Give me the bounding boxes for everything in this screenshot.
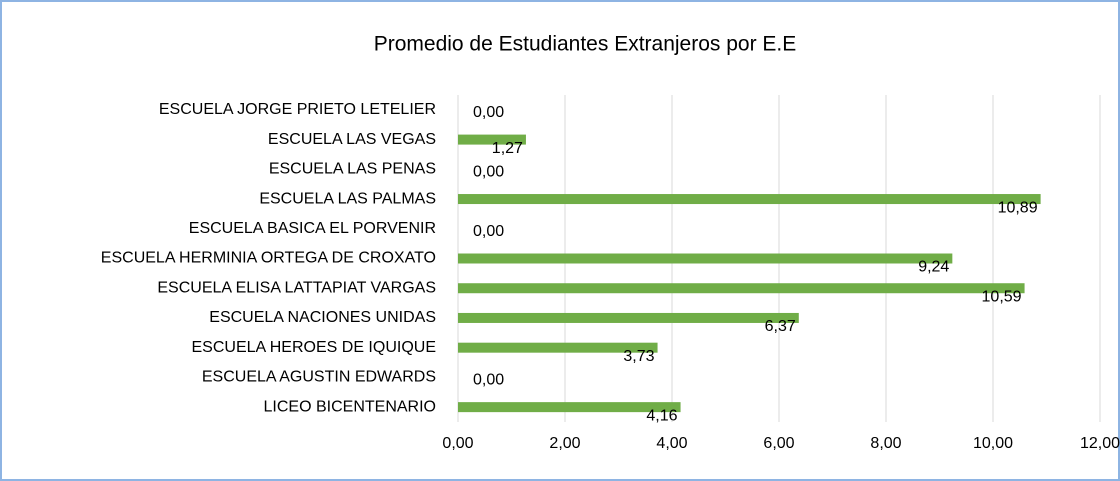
data-label: 0,00 <box>473 223 504 240</box>
y-tick-label: LICEO BICENTENARIO <box>264 398 436 415</box>
data-label: 6,37 <box>765 318 796 335</box>
bar <box>458 194 1041 205</box>
x-tick-label: 2,00 <box>549 435 580 452</box>
x-tick-label: 4,00 <box>656 435 687 452</box>
y-tick-label: ESCUELA LAS PENAS <box>269 161 436 178</box>
data-label: 9,24 <box>918 259 949 276</box>
bar <box>458 402 681 413</box>
data-label: 10,89 <box>998 199 1038 216</box>
x-tick-label: 8,00 <box>870 435 901 452</box>
x-tick-label: 12,00 <box>1080 435 1120 452</box>
data-label: 10,59 <box>982 288 1022 305</box>
y-tick-label: ESCUELA LAS PALMAS <box>259 190 436 207</box>
x-tick-label: 0,00 <box>442 435 473 452</box>
y-tick-label: ESCUELA BASICA EL PORVENIR <box>189 220 436 237</box>
data-label: 0,00 <box>473 372 504 389</box>
bar <box>458 342 658 353</box>
bar <box>458 312 799 323</box>
y-tick-label: ESCUELA ELISA LATTAPIAT VARGAS <box>157 279 436 296</box>
y-tick-label: ESCUELA JORGE PRIETO LETELIER <box>159 101 436 118</box>
y-tick-label: ESCUELA HEROES DE IQUIQUE <box>191 339 436 356</box>
x-tick-label: 10,00 <box>973 435 1013 452</box>
data-label: 1,27 <box>492 140 523 157</box>
bar <box>458 134 526 145</box>
y-tick-label: ESCUELA AGUSTIN EDWARDS <box>202 369 436 386</box>
data-label: 4,16 <box>646 407 677 424</box>
bar <box>458 283 1025 294</box>
chart-title: Promedio de Estudiantes Extranjeros por … <box>374 33 797 56</box>
y-tick-label: ESCUELA LAS VEGAS <box>268 131 436 148</box>
bar <box>458 253 953 264</box>
y-tick-label: ESCUELA NACIONES UNIDAS <box>209 309 436 326</box>
data-label: 3,73 <box>623 348 654 365</box>
data-label: 0,00 <box>473 164 504 181</box>
x-tick-label: 6,00 <box>763 435 794 452</box>
data-label: 0,00 <box>473 104 504 121</box>
y-tick-label: ESCUELA HERMINIA ORTEGA DE CROXATO <box>101 250 436 267</box>
